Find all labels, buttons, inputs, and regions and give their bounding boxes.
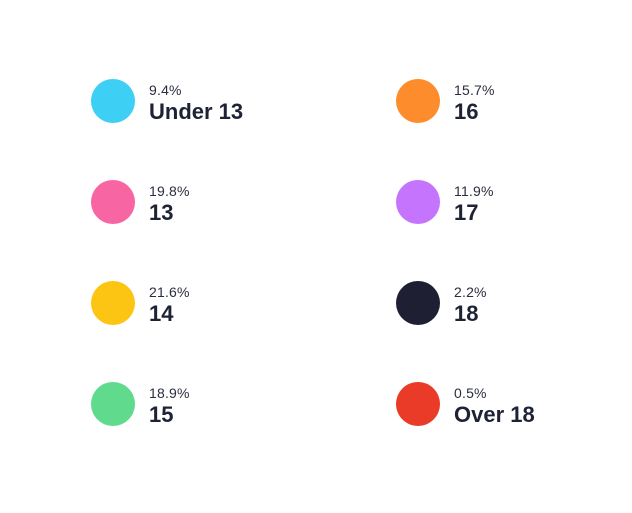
legend-label: 15 [149,402,174,427]
legend-label: Over 18 [454,402,535,427]
legend-value: 21.6% [149,284,190,300]
legend-swatch [396,79,440,123]
legend-label: 17 [454,200,479,225]
legend-label: 13 [149,200,174,225]
legend-item-16: 15.7% 16 [396,79,495,125]
legend-swatch [396,180,440,224]
legend-swatch [91,281,135,325]
legend-label: 18 [454,301,479,326]
legend-label: Under 13 [149,99,244,124]
legend-item-15: 18.9% 15 [91,382,190,428]
legend-swatch [91,79,135,123]
legend-swatch [91,180,135,224]
legend-item-over-18: 0.5% Over 18 [396,382,535,428]
legend-value: 2.2% [454,284,487,300]
legend-item-under-13: 9.4% Under 13 [91,79,243,125]
legend-swatch [396,281,440,325]
legend-item-14: 21.6% 14 [91,281,190,327]
legend-label: 14 [149,301,174,326]
legend-item-13: 19.8% 13 [91,180,190,226]
legend-swatch [396,382,440,426]
legend-value: 0.5% [454,385,487,401]
legend-value: 15.7% [454,82,495,98]
legend-label: 16 [454,99,479,124]
legend-swatch [91,382,135,426]
legend-value: 11.9% [454,183,494,199]
legend-item-18: 2.2% 18 [396,281,487,327]
legend-value: 18.9% [149,385,190,401]
legend-value: 9.4% [149,82,182,98]
legend-value: 19.8% [149,183,190,199]
chart-legend: 9.4% Under 13 19.8% 13 21.6% 14 18.9% 15… [91,79,551,429]
legend-item-17: 11.9% 17 [396,180,494,226]
